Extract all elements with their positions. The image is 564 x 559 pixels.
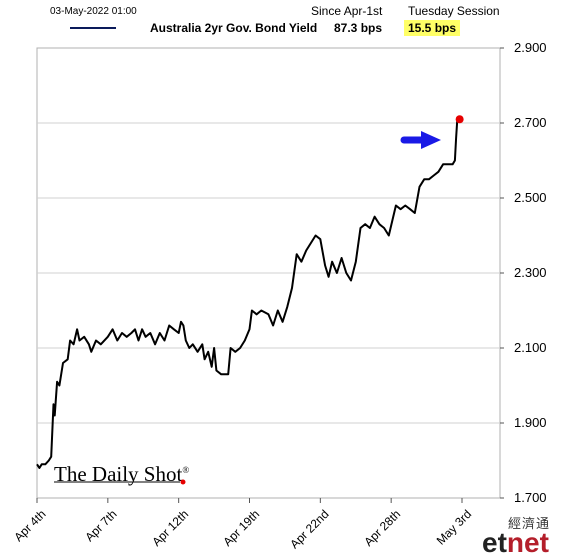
series-group xyxy=(36,115,464,469)
last-value-point xyxy=(455,115,464,124)
gridlines xyxy=(37,47,504,499)
session-label: Tuesday Session xyxy=(408,4,500,18)
series-line xyxy=(36,118,460,469)
y-tick-label: 2.100 xyxy=(514,340,547,355)
timestamp: 03-May-2022 01:00 xyxy=(50,6,137,17)
y-tick-label: 2.700 xyxy=(514,115,547,130)
watermark-etnet: etnet xyxy=(482,527,549,559)
logo-mark: ® xyxy=(182,465,190,475)
y-tick-label: 1.700 xyxy=(514,490,547,505)
watermark-suffix: net xyxy=(506,527,549,558)
blue-arrow-annotation xyxy=(400,131,441,149)
legend-series-name: Australia 2yr Gov. Bond Yield xyxy=(150,21,318,35)
legend-line-swatch xyxy=(70,27,116,29)
x-axis-ticks xyxy=(36,498,463,503)
arrow-head xyxy=(421,131,441,149)
since-label: Since Apr-1st xyxy=(311,4,383,18)
watermark-prefix: et xyxy=(482,527,507,558)
logo-text: The Daily Shot xyxy=(54,462,183,486)
y-tick-label: 2.300 xyxy=(514,265,547,280)
session-value-badge: 15.5 bps xyxy=(404,20,461,36)
watermark-chinese: 經濟通 xyxy=(508,516,551,531)
since-value: 87.3 bps xyxy=(334,21,383,35)
y-tick-label: 2.500 xyxy=(514,190,547,205)
y-tick-label: 2.900 xyxy=(514,40,547,55)
daily-shot-logo: The Daily Shot® xyxy=(54,462,189,487)
y-tick-label: 1.900 xyxy=(514,415,547,430)
